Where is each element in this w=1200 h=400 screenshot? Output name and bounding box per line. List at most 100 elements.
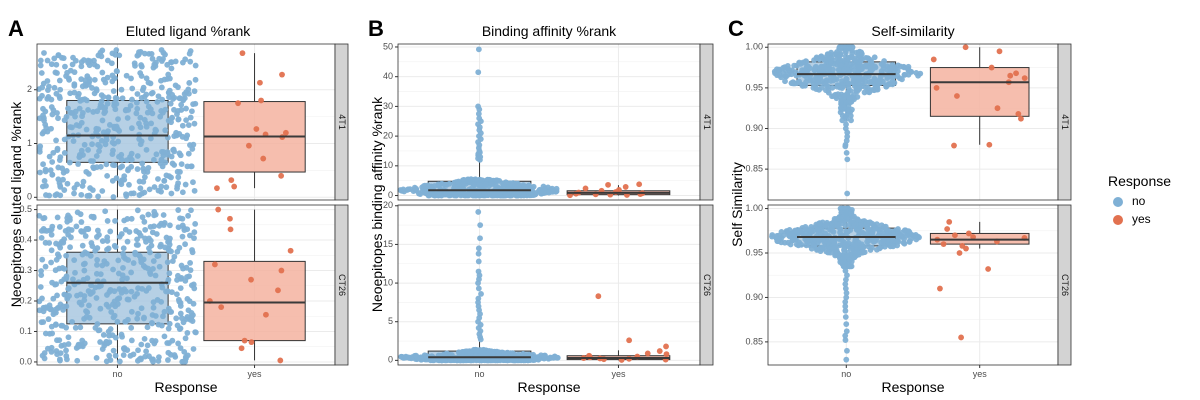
data-point — [133, 228, 140, 234]
data-point — [842, 222, 849, 229]
y-tick-label: 0.90 — [745, 123, 763, 133]
data-point — [880, 237, 887, 243]
data-point — [150, 64, 157, 71]
data-point — [837, 226, 844, 233]
data-point — [134, 105, 141, 112]
data-point — [169, 258, 176, 264]
data-point — [39, 256, 46, 263]
data-point — [105, 94, 112, 101]
data-point — [184, 163, 191, 170]
data-point — [155, 187, 162, 194]
data-point — [151, 156, 157, 163]
data-point — [104, 218, 111, 224]
box-no — [398, 209, 561, 364]
data-point — [253, 126, 260, 132]
data-point — [186, 80, 193, 86]
data-point — [154, 297, 161, 303]
data-point — [121, 286, 128, 293]
data-point — [72, 324, 79, 331]
data-point — [866, 89, 873, 96]
data-point — [41, 50, 47, 56]
facet-ct26: 0.0 0.1 0.2 0.3 0.4 0.5 CT26 — [19, 204, 349, 366]
data-point — [165, 276, 172, 283]
data-point — [148, 50, 155, 57]
data-point — [798, 241, 805, 248]
data-point — [173, 315, 180, 322]
data-point — [155, 252, 162, 259]
data-point — [120, 352, 127, 358]
data-point — [111, 102, 118, 109]
data-point — [78, 228, 85, 234]
legend-label: yes — [1132, 212, 1151, 226]
data-point — [77, 324, 84, 331]
data-point — [186, 50, 193, 57]
data-point — [102, 208, 109, 215]
data-point — [881, 58, 888, 64]
data-point — [188, 310, 195, 316]
data-point — [828, 59, 834, 66]
data-point — [54, 251, 61, 258]
data-point — [134, 166, 141, 172]
data-point — [141, 335, 148, 342]
data-point — [404, 354, 411, 361]
data-point — [848, 54, 855, 61]
data-point — [175, 224, 182, 231]
data-point — [83, 308, 89, 315]
data-point — [477, 235, 483, 242]
data-point — [169, 91, 176, 98]
data-point — [124, 157, 130, 164]
data-point — [1013, 70, 1019, 77]
data-point — [190, 300, 197, 307]
data-point — [475, 285, 482, 292]
data-point — [880, 65, 887, 72]
data-point — [833, 216, 840, 222]
data-point — [812, 224, 818, 231]
x-axis-label: Response — [881, 379, 944, 395]
data-point — [844, 91, 850, 97]
data-point — [231, 183, 238, 190]
data-point — [150, 265, 156, 272]
data-point — [490, 348, 497, 355]
data-point — [158, 84, 165, 91]
data-point — [446, 180, 453, 187]
data-point — [825, 239, 831, 245]
data-point — [143, 348, 150, 355]
facet-label: CT26 — [1060, 274, 1070, 296]
y-tick-label: 0.95 — [745, 82, 763, 92]
facet-4t1: 0 1 2 4T1 — [27, 43, 349, 202]
data-point — [839, 101, 846, 108]
data-point — [475, 190, 482, 197]
data-point — [275, 287, 281, 294]
data-point — [956, 250, 963, 256]
data-point — [147, 249, 153, 256]
data-point — [48, 259, 54, 266]
data-point — [113, 175, 120, 182]
data-point — [123, 193, 130, 199]
data-point — [847, 112, 854, 119]
data-point — [93, 295, 100, 301]
data-point — [175, 174, 182, 181]
data-point — [958, 334, 964, 341]
data-point — [905, 66, 912, 72]
data-point — [184, 352, 191, 359]
data-point — [470, 347, 477, 354]
data-point — [53, 137, 59, 144]
x-tick-label: yes — [248, 369, 263, 379]
data-point — [158, 156, 165, 163]
data-point — [175, 340, 182, 347]
data-point — [894, 68, 901, 75]
data-point — [279, 71, 285, 78]
data-point — [541, 354, 548, 360]
data-point — [97, 271, 104, 278]
data-point — [159, 284, 166, 291]
data-point — [40, 319, 47, 325]
data-point — [71, 257, 78, 264]
facet-label: CT26 — [702, 274, 712, 296]
data-point — [802, 82, 808, 89]
data-point — [940, 241, 947, 248]
data-point — [63, 347, 69, 354]
data-point — [44, 78, 51, 84]
data-point — [44, 95, 51, 102]
data-point — [86, 62, 93, 69]
data-point — [119, 95, 126, 102]
